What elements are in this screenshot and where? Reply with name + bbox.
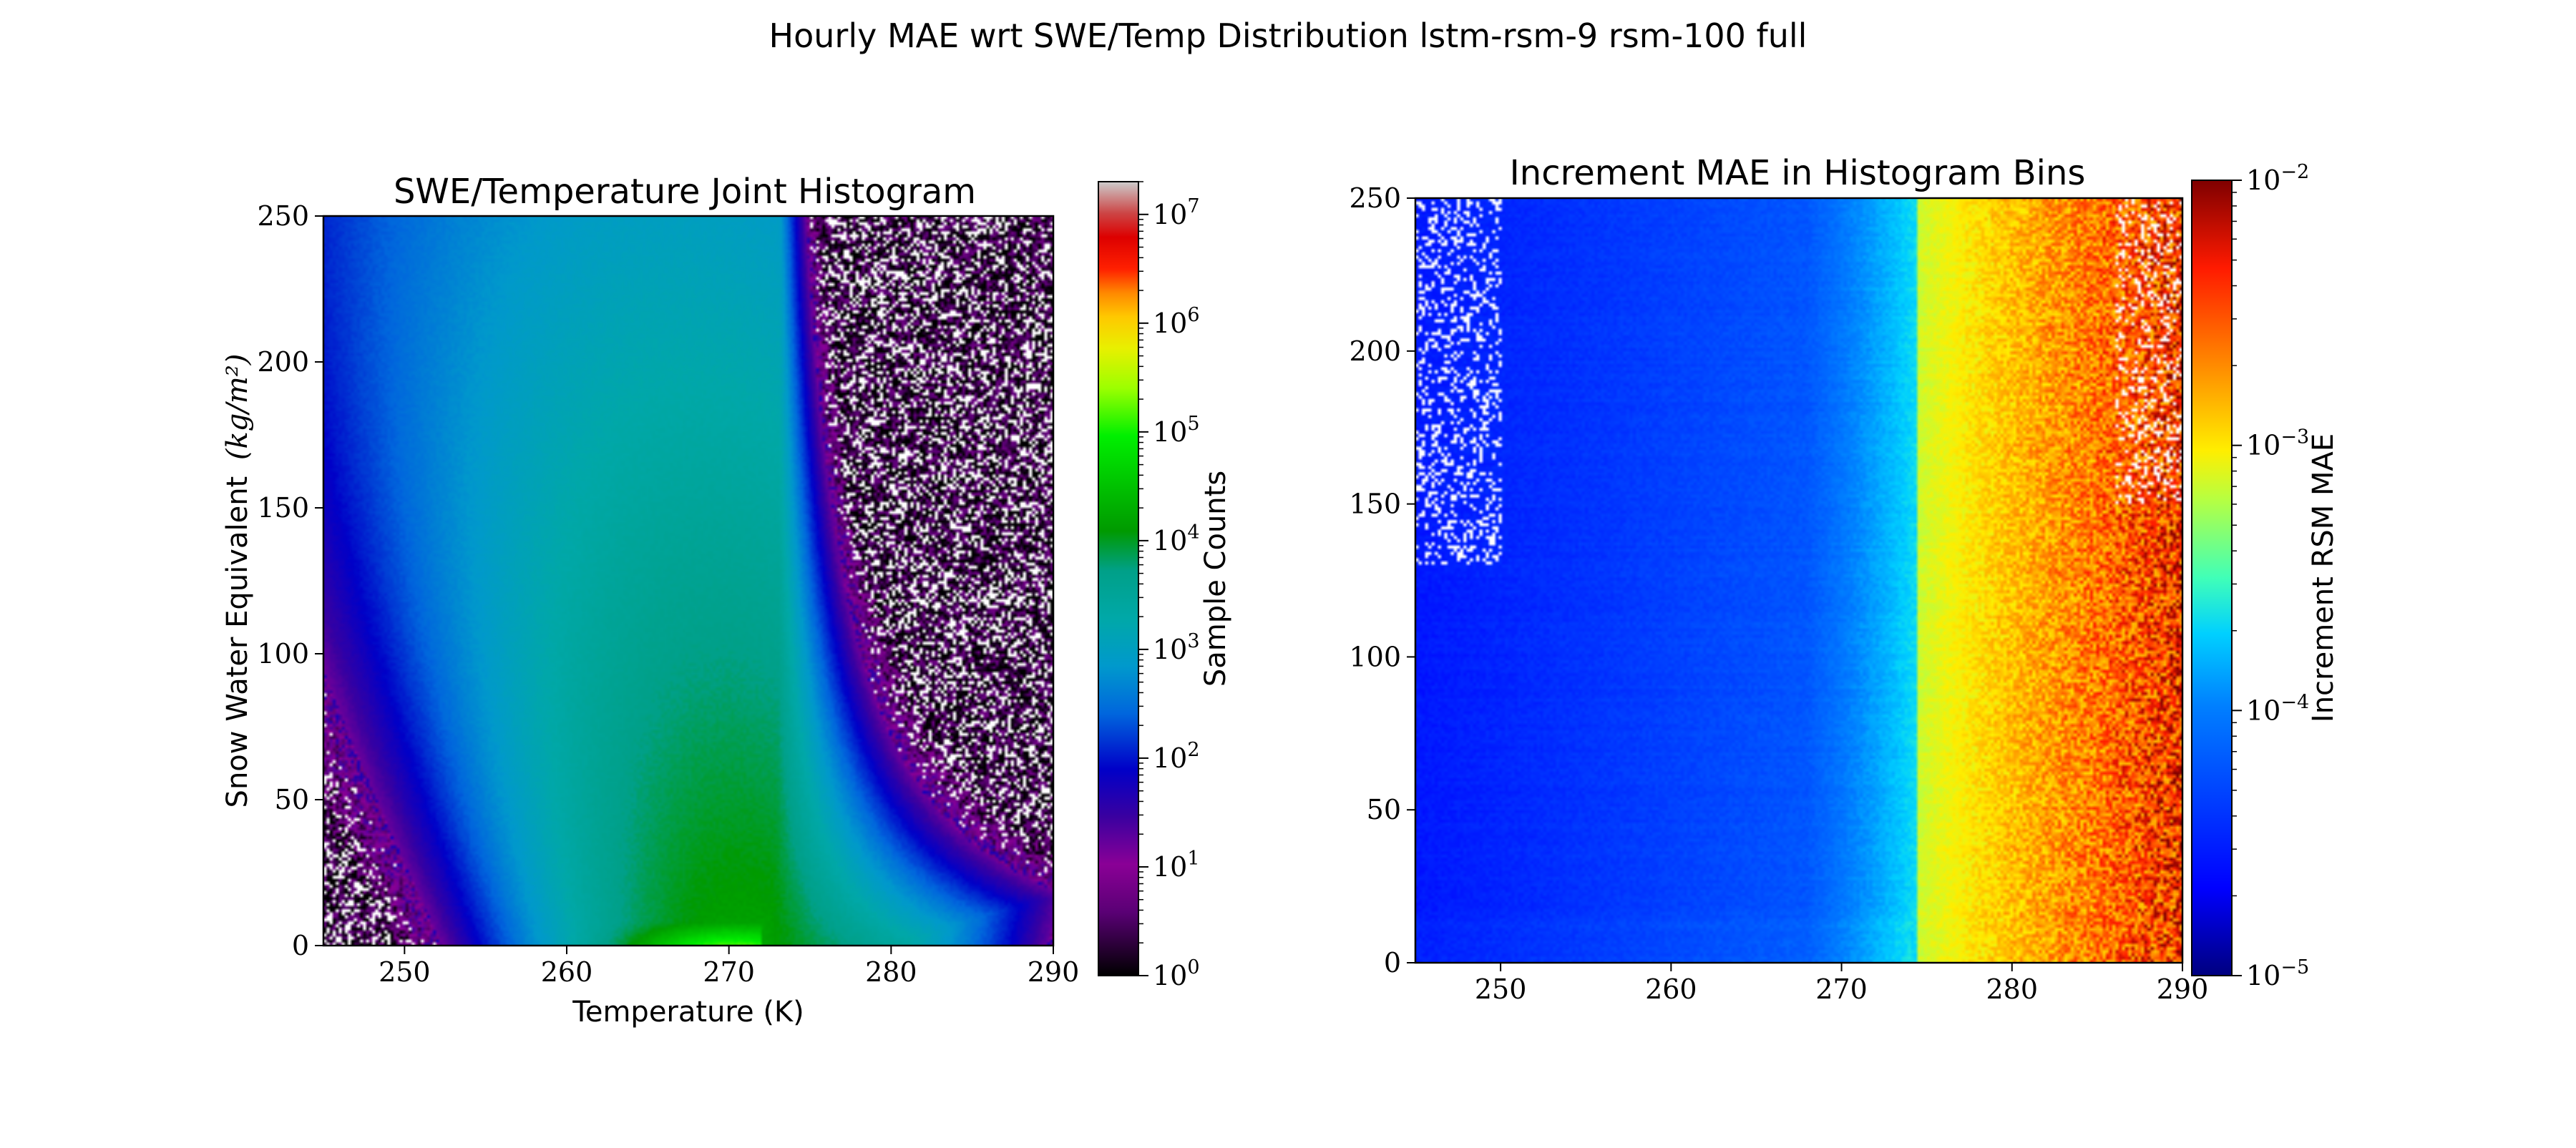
left-y-axis-label-units: (kg/m²) bbox=[221, 354, 254, 461]
right-x-tick-label: 260 bbox=[1645, 973, 1697, 1005]
right-y-tick-label: 0 bbox=[1384, 947, 1401, 978]
right-x-tick-label: 290 bbox=[2157, 973, 2209, 1005]
right-colorbar-tick-label: 10−2 bbox=[2246, 161, 2309, 196]
left-y-axis-label-text: Snow Water Equivalent bbox=[221, 476, 254, 808]
left-heatmap bbox=[323, 216, 1053, 946]
left-y-tick-label: 100 bbox=[257, 638, 309, 669]
right-heatmap-image bbox=[1415, 198, 2182, 963]
left-colorbar-tick-label: 102 bbox=[1153, 739, 1200, 774]
right-chart-title: Increment MAE in Histogram Bins bbox=[1510, 153, 2086, 193]
right-y-tick-label: 50 bbox=[1367, 794, 1401, 825]
left-colorbar-tick-label: 105 bbox=[1153, 413, 1200, 448]
left-colorbar-ticks: 100 101 102 103 104 105 106 107 bbox=[1138, 181, 1200, 991]
right-x-ticks: 250 260 270 280 290 bbox=[1475, 963, 2208, 1005]
left-panel: SWE/Temperature Joint Histogram 250 260 27… bbox=[221, 172, 1232, 1029]
left-colorbar-tick-label: 107 bbox=[1153, 195, 1200, 230]
left-y-tick-label: 150 bbox=[257, 492, 309, 524]
right-y-tick-label: 250 bbox=[1349, 182, 1401, 214]
left-y-tick-label: 50 bbox=[275, 784, 309, 815]
right-y-ticks: 0 50 100 150 200 250 bbox=[1349, 182, 1415, 978]
right-heatmap bbox=[1415, 198, 2182, 963]
right-colorbar bbox=[2191, 180, 2233, 976]
left-y-ticks: 0 50 100 150 200 250 bbox=[257, 200, 323, 961]
right-panel: Increment MAE in Histogram Bins 250 260 27… bbox=[1349, 153, 2340, 1005]
left-colorbar-tick-label: 104 bbox=[1153, 521, 1200, 556]
left-x-tick-label: 270 bbox=[703, 956, 755, 988]
right-colorbar-ticks: 10−5 10−4 10−3 10−2 bbox=[2232, 161, 2309, 991]
left-x-tick-label: 290 bbox=[1028, 956, 1080, 988]
left-chart-title: SWE/Temperature Joint Histogram bbox=[394, 172, 976, 212]
right-y-tick-label: 100 bbox=[1349, 641, 1401, 672]
left-colorbar-tick-label: 101 bbox=[1153, 848, 1200, 883]
left-colorbar-tick-label: 106 bbox=[1153, 304, 1200, 339]
right-colorbar-tick-label: 10−5 bbox=[2246, 956, 2309, 991]
left-colorbar-label: Sample Counts bbox=[1199, 471, 1232, 687]
left-y-tick-label: 200 bbox=[257, 346, 309, 378]
left-x-axis-label: Temperature (K) bbox=[572, 996, 804, 1029]
right-plot-frame bbox=[1414, 197, 2184, 964]
left-y-tick-label: 0 bbox=[292, 930, 309, 961]
figure-suptitle: Hourly MAE wrt SWE/Temp Distribution lst… bbox=[769, 16, 1807, 55]
left-x-tick-label: 260 bbox=[541, 956, 593, 988]
left-plot-frame bbox=[322, 215, 1055, 947]
left-x-tick-label: 280 bbox=[865, 956, 917, 988]
left-colorbar-tick-label: 100 bbox=[1153, 956, 1200, 991]
left-x-tick-label: 250 bbox=[379, 956, 431, 988]
right-colorbar-tick-label: 10−4 bbox=[2246, 691, 2309, 726]
left-colorbar-tick-label: 103 bbox=[1153, 630, 1200, 665]
right-y-tick-label: 200 bbox=[1349, 335, 1401, 367]
left-x-ticks: 250 260 270 280 290 bbox=[379, 946, 1079, 988]
right-colorbar-label: Increment RSM MAE bbox=[2307, 433, 2340, 722]
right-x-tick-label: 270 bbox=[1815, 973, 1868, 1005]
right-x-tick-label: 250 bbox=[1475, 973, 1527, 1005]
left-y-axis-label: Snow Water Equivalent (kg/m²) bbox=[221, 354, 254, 808]
left-colorbar bbox=[1098, 181, 1139, 976]
right-colorbar-tick-label: 10−3 bbox=[2246, 426, 2309, 461]
right-y-tick-label: 150 bbox=[1349, 489, 1401, 520]
left-heatmap-image bbox=[323, 216, 1053, 946]
right-x-tick-label: 280 bbox=[1986, 973, 2039, 1005]
left-y-tick-label: 250 bbox=[257, 200, 309, 232]
